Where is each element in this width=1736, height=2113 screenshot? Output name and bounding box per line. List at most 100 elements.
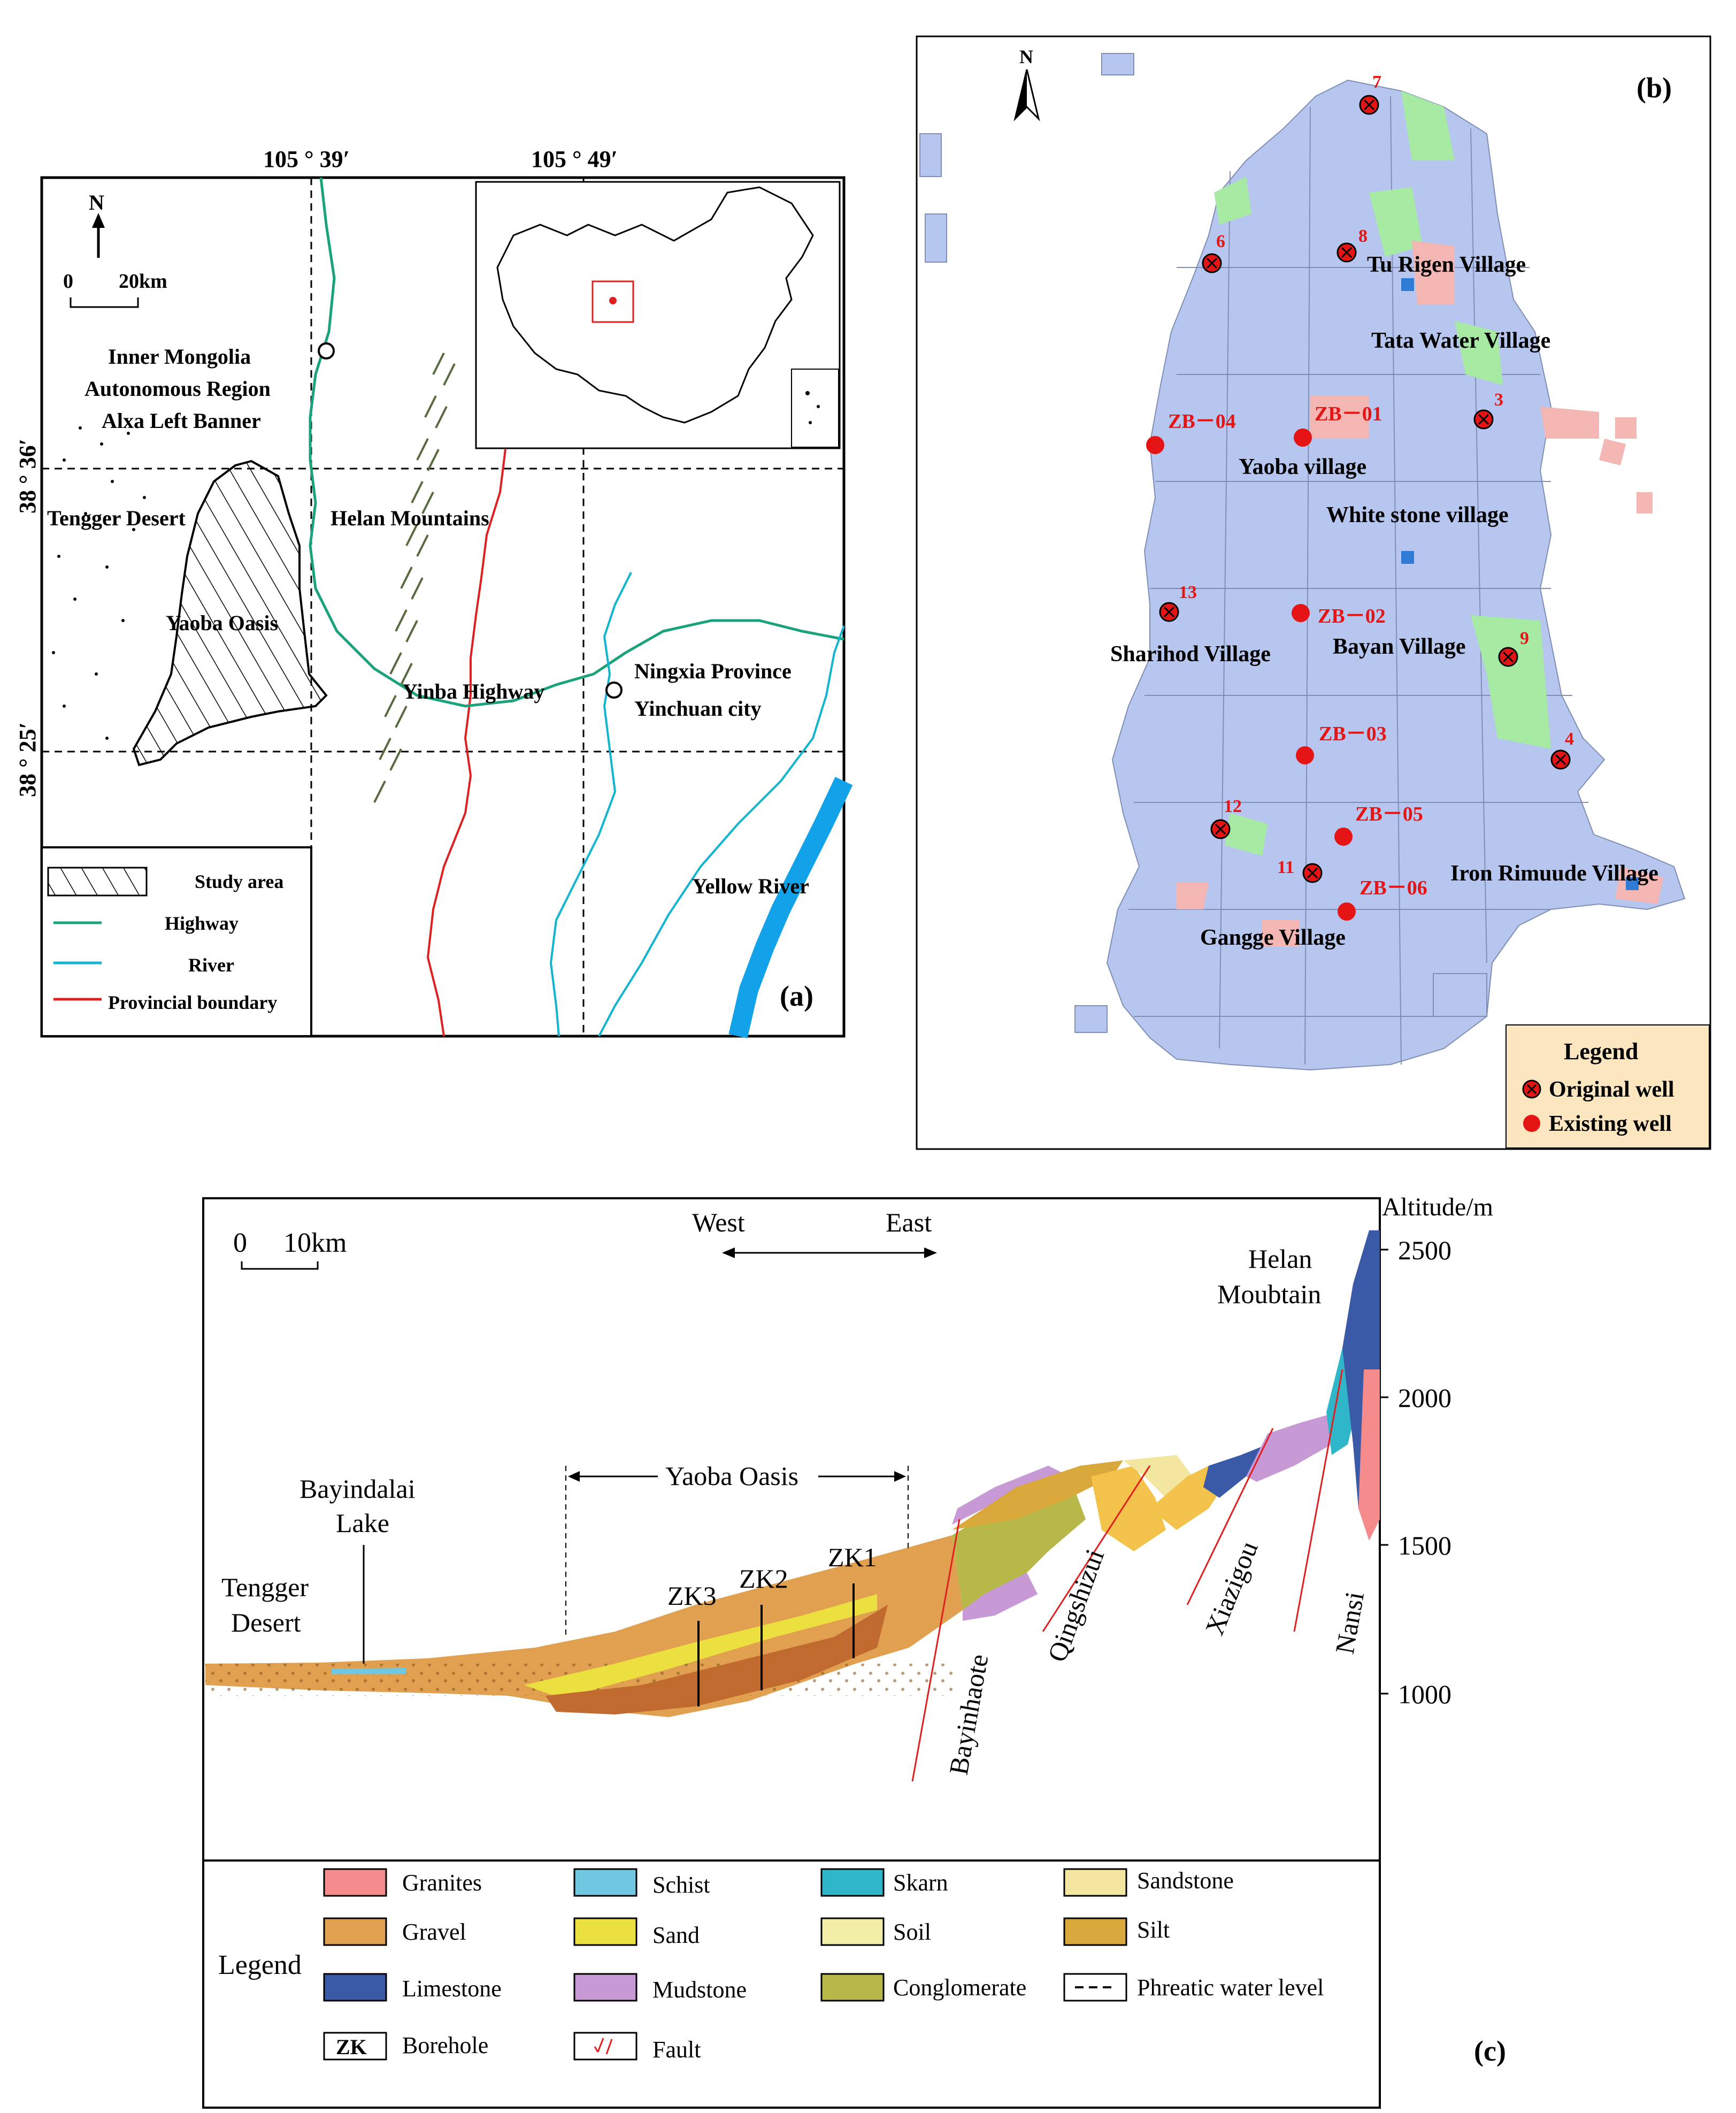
legend-label: Granites (402, 1870, 482, 1896)
village-label: Tu Rigen Village (1367, 252, 1526, 277)
panel-a-north-label: N (89, 190, 104, 215)
fault-line (1293, 1369, 1343, 1632)
legend-fault-swatch (573, 2032, 637, 2061)
legend-conglomerate-swatch (820, 1973, 885, 2002)
legend-gravel-swatch (323, 1917, 387, 1946)
fault-line (911, 1519, 961, 1782)
well-label: 12 (1224, 797, 1242, 816)
yellow-river (728, 777, 853, 1039)
panel-c-scale-zero: 0 (233, 1228, 247, 1258)
yinchuan-marker (605, 682, 623, 699)
legend-boundary-label: Provincial boundary (108, 992, 277, 1013)
label-ningxia-2: Yinchuan city (634, 696, 761, 721)
legend-label: Soil (893, 1919, 931, 1945)
panel-b-tag: (b) (1637, 72, 1672, 104)
yaoba-oasis-label: Yaoba Oasis (665, 1461, 798, 1491)
legend-sandstone-swatch (1063, 1868, 1127, 1897)
inset-study-box (592, 280, 634, 323)
legend-schist-swatch (573, 1868, 637, 1897)
helan-label-2: Moubtain (1217, 1279, 1321, 1309)
legend-label: Fault (652, 2037, 701, 2063)
label-inner-mongolia-2: Autonomous Region (85, 377, 271, 401)
tengger-label-1: Tengger (221, 1572, 309, 1602)
well-label: ZB－06 (1359, 877, 1427, 899)
village-label: Bayan Village (1333, 634, 1466, 659)
china-outline (496, 186, 814, 424)
borehole-label: ZK2 (739, 1564, 788, 1594)
legend-label: Sand (652, 1922, 700, 1948)
village-label: Yaoba village (1239, 455, 1366, 479)
helan-label-1: Helan (1248, 1244, 1312, 1274)
legend-label: Borehole (402, 2032, 488, 2058)
label-yaoba: Yaoba Oasis (166, 611, 278, 635)
river-line-1 (549, 572, 632, 1037)
panel-a-tag: (a) (780, 980, 813, 1012)
layer-silt (952, 1460, 1123, 1530)
altitude-tick: 2000 (1398, 1383, 1451, 1413)
fault-line (1042, 1465, 1151, 1632)
panel-a-scale-bar (70, 297, 139, 308)
panel-a: 105 ° 39′ 105 ° 49′ 38 ° 36′ 38 ° 25′ N … (14, 146, 853, 1039)
borehole-label: ZK1 (828, 1542, 877, 1572)
legend-label: Gravel (402, 1919, 466, 1945)
legend-phreatic-swatch (1063, 1973, 1127, 2002)
tengger-label-2: Desert (231, 1607, 301, 1637)
well-label: 7 (1372, 72, 1381, 92)
lon-label-1: 105 ° 39′ (263, 146, 350, 172)
lat-label-1: 38 ° 36′ (14, 439, 41, 514)
river-line-2 (598, 625, 845, 1037)
label-inner-mongolia-1: Inner Mongolia (108, 344, 251, 369)
label-tengger: Tengger Desert (47, 506, 186, 530)
well-label: 6 (1216, 232, 1225, 251)
legend-study-area-swatch (47, 867, 148, 897)
east-label: East (886, 1207, 932, 1237)
green-area (1214, 177, 1251, 225)
well-label: 3 (1494, 390, 1503, 410)
panel-c-scale-dist: 10km (283, 1228, 347, 1258)
layer-granite (1358, 1369, 1380, 1541)
urban-area (1412, 241, 1455, 305)
legend-label: Conglomerate (893, 1974, 1026, 2001)
panel-a-scale-dist: 20km (119, 270, 167, 293)
fault-line (1186, 1428, 1274, 1605)
legend-label: Silt (1137, 1917, 1170, 1943)
legend-soil-swatch (820, 1917, 885, 1946)
well-label: ZB－05 (1355, 803, 1423, 825)
legend-label: Mudstone (652, 1977, 747, 2003)
well-label: 9 (1520, 629, 1529, 648)
altitude-label: Altitude/m (1382, 1193, 1493, 1221)
legend-highway-label: Highway (165, 913, 239, 934)
panel-b-legend (1505, 1024, 1710, 1149)
label-ningxia-1: Ningxia Province (634, 659, 792, 683)
provincial-boundary-line (426, 449, 506, 1037)
layer-mudstone-3 (1246, 1412, 1337, 1482)
layer-dark-gravel (546, 1605, 888, 1714)
panel-c: Altitude/m 2500 2000 1500 1000 0 10km We… (202, 1193, 1506, 2109)
legend-original-well-swatch (1522, 1080, 1541, 1099)
village-label: Sharihod Village (1110, 642, 1271, 667)
altitude-tick: 1500 (1398, 1530, 1451, 1560)
layer-mudstone-1 (963, 1573, 1038, 1621)
legend-river-label: River (188, 954, 234, 976)
legend-borehole-swatch (323, 2032, 387, 2061)
label-yinba: Yinba Highway (402, 679, 544, 703)
desert-dots (52, 426, 146, 740)
helan-mountains-symbol (373, 353, 456, 803)
original-wells (1159, 95, 1571, 883)
bayindalai-label-1: Bayindalai (299, 1474, 416, 1504)
legend-existing-well-label: Existing well (1549, 1112, 1672, 1136)
well-label: 13 (1179, 583, 1197, 602)
well-label: ZB－01 (1315, 403, 1382, 425)
layer-sand (524, 1594, 877, 1698)
panel-c-legend-title: Legend (218, 1950, 302, 1980)
legend-sand-swatch (573, 1917, 637, 1946)
well-label: 11 (1277, 858, 1294, 877)
legend-silt-swatch (1063, 1917, 1127, 1946)
existing-wells (1146, 428, 1356, 921)
legend-label: Phreatic water level (1137, 1974, 1324, 2001)
inset-study-dot (609, 297, 617, 304)
legend-existing-well-swatch (1523, 1115, 1540, 1132)
altitude-tick: 2500 (1398, 1235, 1451, 1265)
well-label: 8 (1358, 226, 1368, 246)
lon-label-2: 105 ° 49′ (531, 146, 618, 172)
